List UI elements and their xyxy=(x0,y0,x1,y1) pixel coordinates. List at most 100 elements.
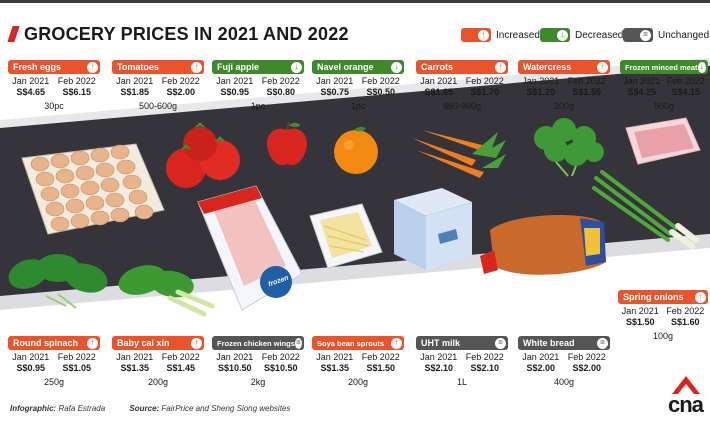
item-name: White bread xyxy=(523,338,575,348)
feb-2022-price: S$0.50 xyxy=(366,87,395,97)
jan-2021-price: S$1.20 xyxy=(526,87,555,97)
arrow-down-icon: ↓ xyxy=(291,61,302,73)
card-name-bar: Fresh eggs ↑ xyxy=(8,60,100,74)
infographic-credit: Rafa Estrada xyxy=(58,404,106,413)
item-quantity: 2kg xyxy=(250,377,266,387)
card-name-bar: UHT milk = xyxy=(416,336,508,350)
jan-2021-price: S$2.10 xyxy=(424,363,453,373)
price-card-round-spinach: Round spinach ↑ Jan 2021 S$0.95 Feb 2022 S$1… xyxy=(8,336,100,387)
feb-2022-label: Feb 2022 xyxy=(261,352,300,362)
item-quantity: 200g xyxy=(347,377,369,387)
feb-2022-label: Feb 2022 xyxy=(666,306,705,316)
infographic-label: Infographic: xyxy=(10,404,57,413)
item-quantity: 100g xyxy=(652,331,674,341)
equals-icon: = xyxy=(495,337,506,349)
item-name: Round spinach xyxy=(13,338,78,348)
price-card-uht-milk: UHT milk = Jan 2021 S$2.10 Feb 2022 S$2.10 1… xyxy=(416,336,508,387)
card-name-bar: White bread = xyxy=(518,336,610,350)
jan-2021-price: S$1.50 xyxy=(625,317,655,327)
legend-unchanged: = Unchanged xyxy=(623,27,709,43)
item-name: Frozen minced meat xyxy=(625,62,698,72)
card-name-bar: Frozen minced meat ↓ xyxy=(620,60,708,74)
jan-2021-price: S$10.50 xyxy=(217,363,252,373)
jan-2021-label: Jan 2021 xyxy=(12,352,50,362)
price-card-soya-bean-sprouts: Soya bean sprouts ↑ Jan 2021 S$1.35 Feb 202… xyxy=(312,336,404,387)
price-card-spring-onions: Spring onions ↑ Jan 2021 S$1.50 Feb 2022 S$1… xyxy=(618,290,708,341)
jan-2021-label: Jan 2021 xyxy=(116,352,154,362)
feb-2022-price: S$1.45 xyxy=(166,363,195,373)
feb-2022-label: Feb 2022 xyxy=(465,352,504,362)
card-name-bar: Navel orange ↓ xyxy=(312,60,404,74)
round-spinach-illustration xyxy=(8,254,108,309)
feb-2022-price: S$6.15 xyxy=(62,87,91,97)
feb-2022-label: Feb 2022 xyxy=(361,352,400,362)
jan-2021-label: Jan 2021 xyxy=(316,76,354,86)
jan-2021-label: Jan 2021 xyxy=(522,352,560,362)
item-name: Fuji apple xyxy=(217,62,260,72)
feb-2022-price: S$2.00 xyxy=(572,363,601,373)
card-name-bar: Tomatoes ↑ xyxy=(112,60,204,74)
card-name-bar: Spring onions ↑ xyxy=(618,290,708,304)
arrow-up-icon: ↑ xyxy=(478,29,489,41)
top-rule xyxy=(0,0,710,3)
price-card-white-bread: White bread = Jan 2021 S$2.00 Feb 2022 S$2.0… xyxy=(518,336,610,387)
cna-logo-text: cna xyxy=(668,392,704,417)
uht-milk-illustration xyxy=(394,188,472,270)
feb-2022-label: Feb 2022 xyxy=(567,352,606,362)
title-accent-mark xyxy=(7,26,20,42)
item-quantity: 30pc xyxy=(44,101,64,111)
jan-2021-price: S$4.65 xyxy=(16,87,45,97)
jan-2021-label: Jan 2021 xyxy=(420,76,458,86)
jan-2021-label: Jan 2021 xyxy=(420,352,458,362)
watercress-illustration xyxy=(534,118,604,177)
item-name: Fresh eggs xyxy=(13,62,62,72)
equals-icon: = xyxy=(597,337,608,349)
item-name: Watercress xyxy=(523,62,572,72)
feb-2022-price: S$10.50 xyxy=(263,363,298,373)
white-bread-illustration xyxy=(480,215,606,275)
price-card-fresh-eggs: Fresh eggs ↑ Jan 2021 S$4.65 Feb 2022 S$6.15… xyxy=(8,60,100,111)
source-label: Source: xyxy=(129,404,160,413)
carrots-illustration xyxy=(412,130,506,178)
legend-label: Increased xyxy=(496,29,540,41)
card-name-bar: Round spinach ↑ xyxy=(8,336,100,350)
card-name-bar: Watercress ↑ xyxy=(518,60,610,74)
frozen-chicken-wings-illustration xyxy=(197,185,303,311)
feb-2022-price: S$1.50 xyxy=(366,363,395,373)
price-card-watercress: Watercress ↑ Jan 2021 S$1.20 Feb 2022 S$1.55… xyxy=(518,60,610,111)
item-name: Baby cai xin xyxy=(117,338,170,348)
card-name-bar: Frozen chicken wings = xyxy=(212,336,304,350)
item-quantity: 1pc xyxy=(350,101,366,111)
legend-swatch-increased: ↑ xyxy=(461,28,491,42)
arrow-up-icon: ↑ xyxy=(597,61,608,73)
jan-2021-price: S$0.95 xyxy=(16,363,45,373)
item-quantity: 200g xyxy=(553,101,575,111)
feb-2022-price: S$1.60 xyxy=(670,317,700,327)
item-quantity: 200g xyxy=(147,377,169,387)
price-card-baby-cai-xin: Baby cai xin ↑ Jan 2021 S$1.35 Feb 2022 S$1.… xyxy=(112,336,204,387)
arrow-down-icon: ↓ xyxy=(391,61,402,73)
equals-icon: = xyxy=(640,29,651,41)
legend-increased: ↑ Increased xyxy=(461,27,540,43)
item-name: Spring onions xyxy=(623,292,684,302)
legend-label: Unchanged xyxy=(658,29,710,41)
feb-2022-label: Feb 2022 xyxy=(666,76,705,86)
soya-bean-sprouts-illustration xyxy=(309,203,383,269)
feb-2022-price: S$4.15 xyxy=(671,87,700,97)
page-title: GROCERY PRICES IN 2021 AND 2022 xyxy=(24,24,349,44)
source-text: FairPrice and Sheng Siong websites xyxy=(161,404,291,413)
spring-onions-illustration xyxy=(592,170,699,249)
feb-2022-price: S$1.05 xyxy=(62,363,91,373)
item-quantity: 250g xyxy=(43,377,65,387)
item-quantity: 1pc xyxy=(250,101,266,111)
card-name-bar: Baby cai xin ↑ xyxy=(112,336,204,350)
item-name: Carrots xyxy=(421,62,454,72)
legend-decreased: ↓ Decreased xyxy=(540,27,623,43)
legend-label: Decreased xyxy=(575,29,624,41)
price-card-frozen-minced-meat: Frozen minced meat ↓ Jan 2021 S$4.25 Feb 20… xyxy=(620,60,708,111)
jan-2021-price: S$1.35 xyxy=(320,363,349,373)
baby-cai-xin-illustration xyxy=(118,265,215,317)
item-quantity: 1L xyxy=(456,377,467,387)
frozen-minced-meat-illustration xyxy=(625,117,701,165)
jan-2021-label: Jan 2021 xyxy=(12,76,50,86)
